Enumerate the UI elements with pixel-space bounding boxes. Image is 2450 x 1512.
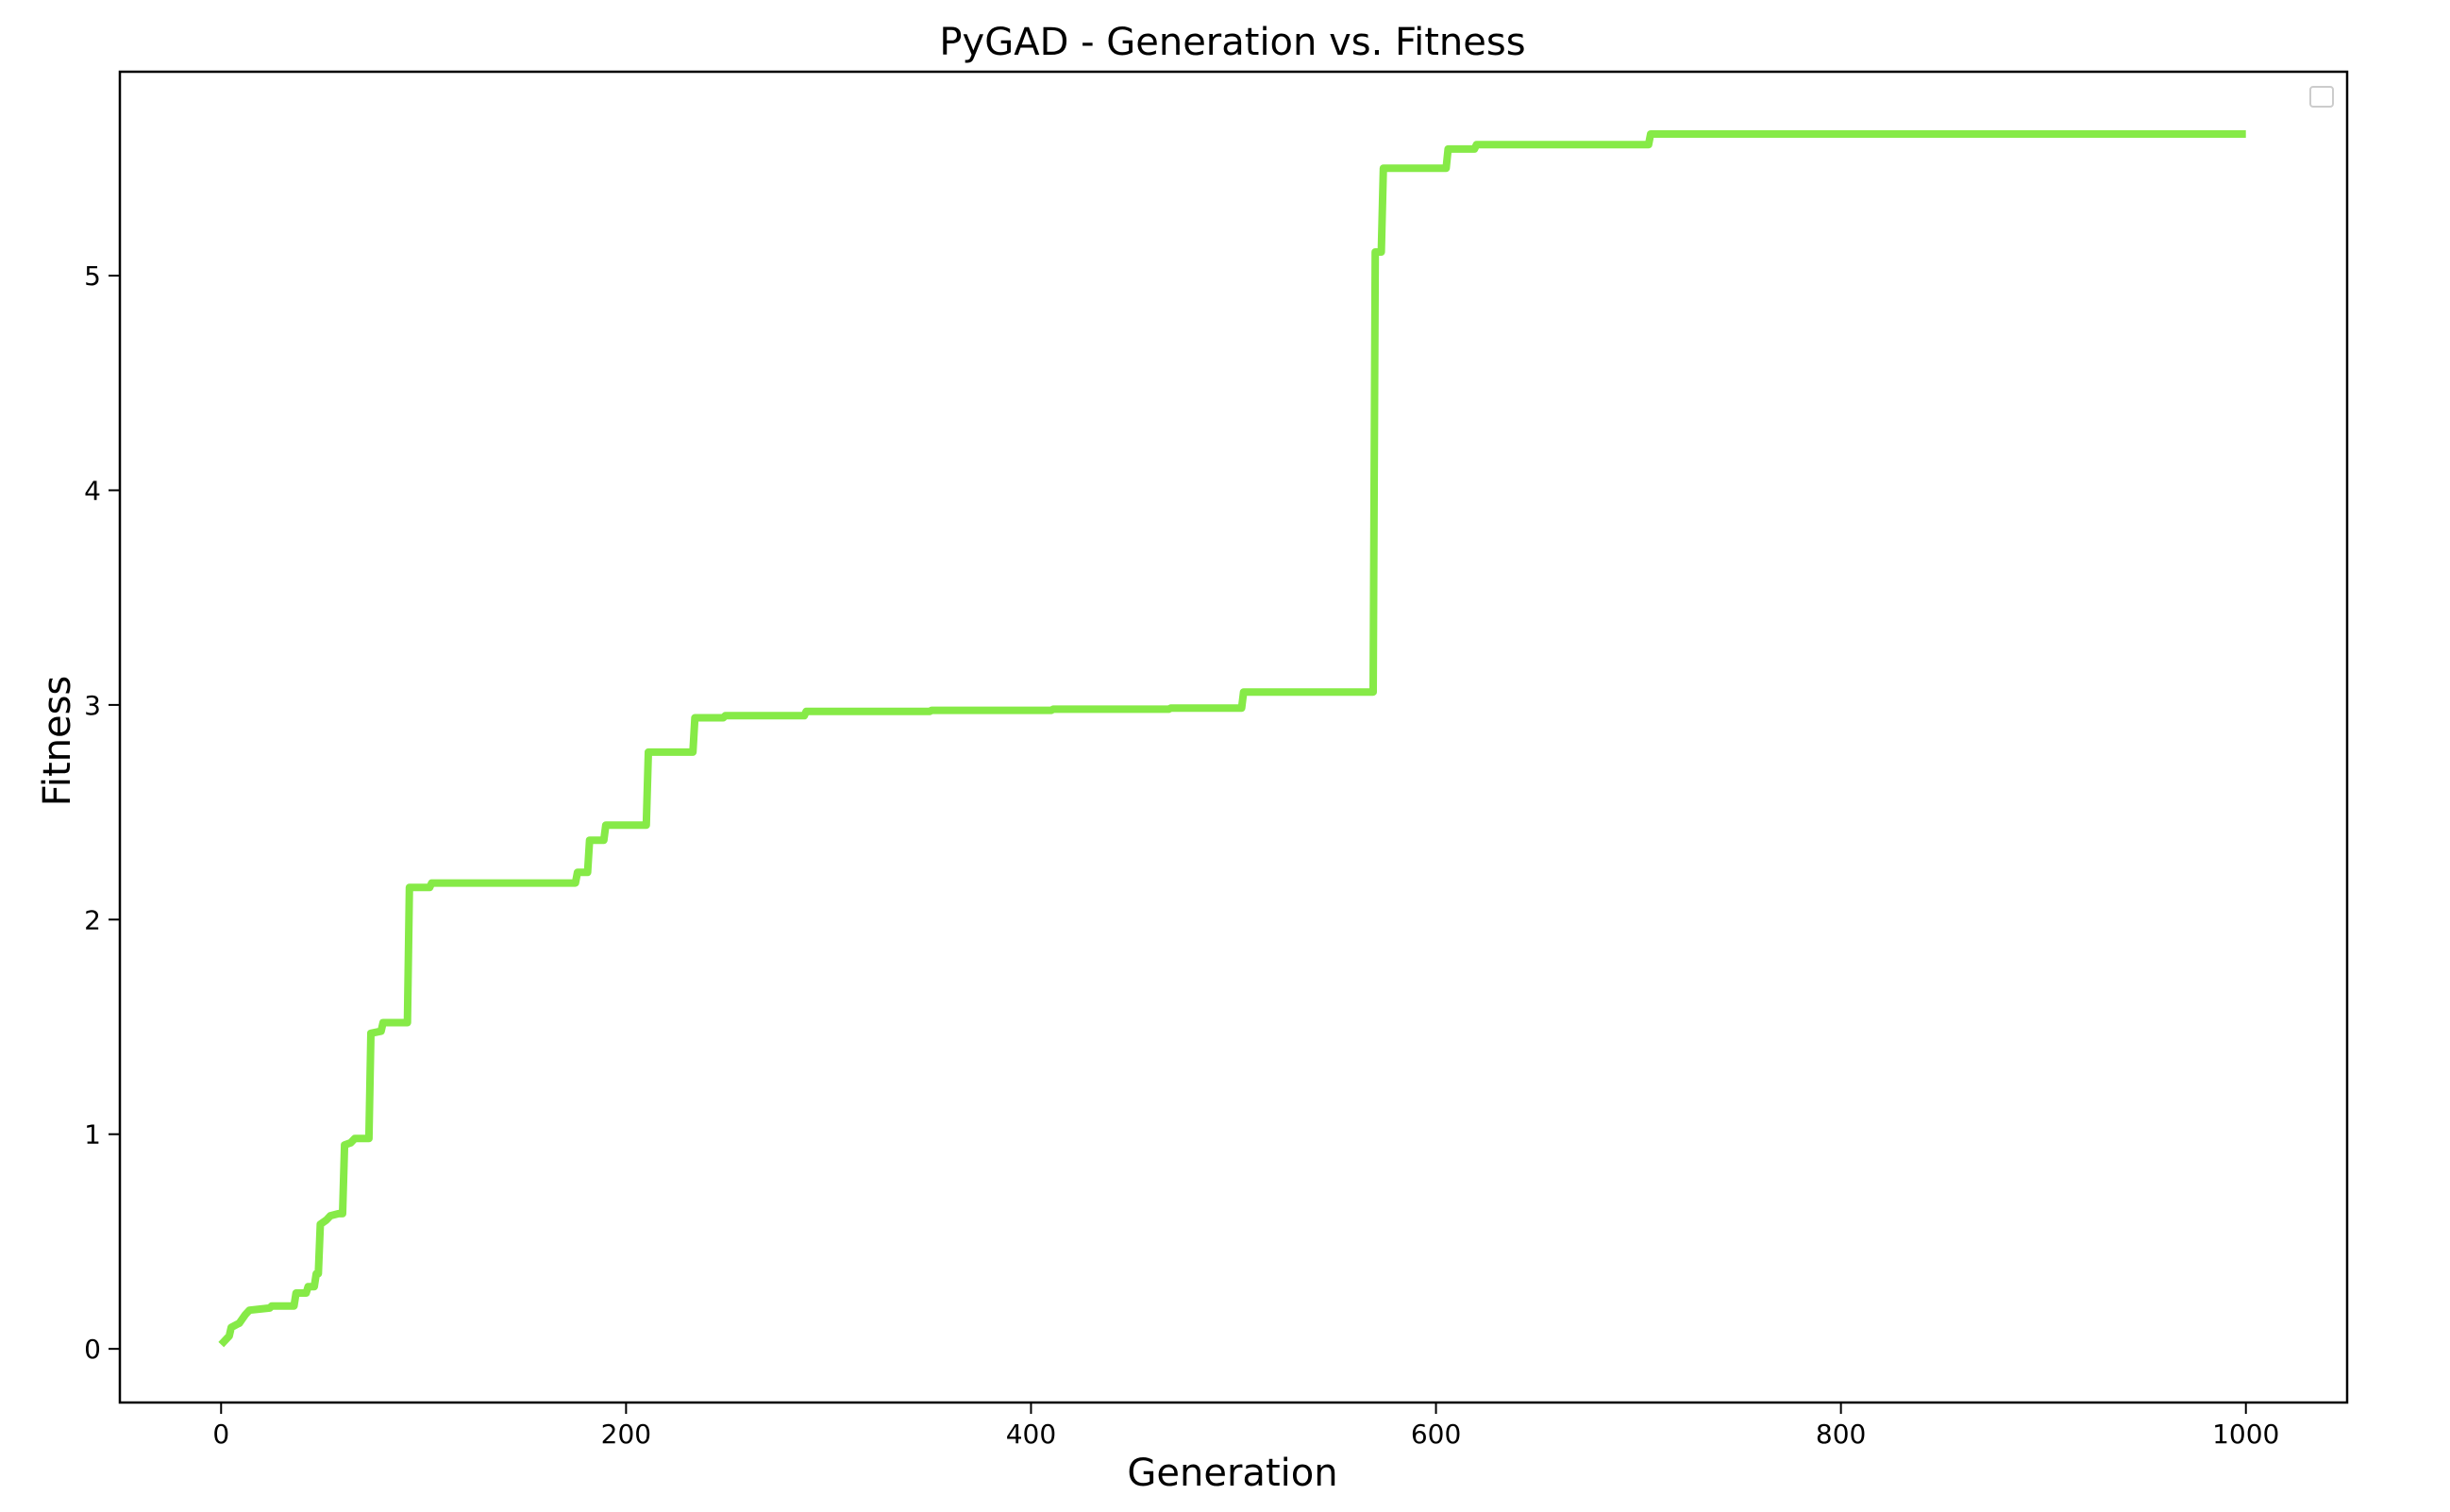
y-tick-label: 2	[84, 904, 101, 935]
plot-area	[118, 70, 2349, 1404]
x-tick-label: 0	[212, 1419, 229, 1450]
y-axis-ticks: 0 1 2 3 4 5	[84, 260, 120, 1365]
x-axis-label: Generation	[1127, 1452, 1337, 1495]
y-tick-label: 3	[84, 690, 101, 721]
fitness-series-line	[218, 130, 2246, 1348]
chart-title: PyGAD - Generation vs. Fitness	[939, 21, 1525, 64]
x-tick-label: 200	[601, 1419, 651, 1450]
y-tick-label: 5	[84, 260, 101, 292]
x-tick-label: 800	[1816, 1419, 1866, 1450]
x-tick-label: 1000	[2212, 1419, 2279, 1450]
y-tick-label: 0	[84, 1334, 101, 1365]
y-tick-label: 1	[84, 1119, 101, 1151]
x-axis-ticks: 0 200 400 600 800 1000	[212, 1403, 2279, 1450]
y-tick-label: 4	[84, 475, 101, 506]
x-tick-label: 600	[1411, 1419, 1461, 1450]
y-axis-label: Fitness	[36, 676, 79, 807]
x-tick-label: 400	[1006, 1419, 1056, 1450]
legend-box	[2309, 86, 2334, 108]
